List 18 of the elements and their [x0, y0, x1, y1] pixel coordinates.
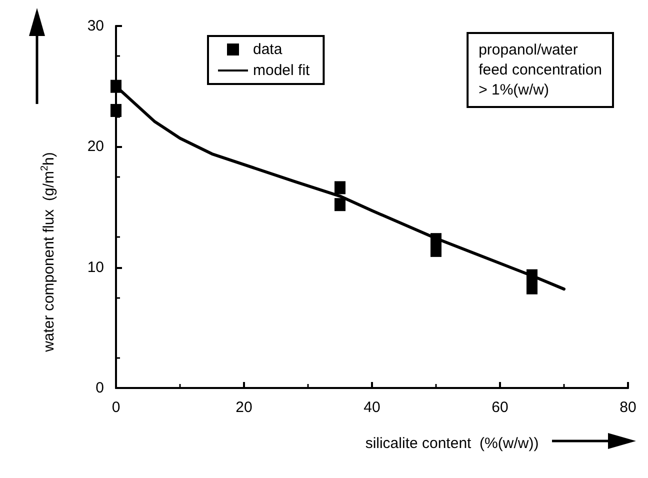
y-tick-label: 20 — [87, 138, 104, 156]
point — [526, 281, 538, 294]
x-tick-label: 0 — [112, 399, 120, 416]
y-tick-label: 0 — [96, 380, 104, 396]
x-axis-title: silicalite content (%(w/w)) — [365, 435, 539, 452]
annotation: propanol/water feed concentration > 1%(w/w) — [478, 42, 602, 98]
y-tick-label: 10 — [87, 258, 104, 276]
x-tick-label: 40 — [364, 399, 380, 416]
point — [334, 198, 346, 212]
legend-label: model fit — [253, 62, 311, 79]
x-tick-label: 80 — [620, 399, 636, 416]
point — [110, 104, 122, 117]
y-axis-title: water component flux (g/m2h) — [40, 152, 58, 353]
x-tick-label: 60 — [492, 399, 508, 416]
legend-label: data — [253, 41, 283, 58]
x-tick-label: 20 — [236, 399, 252, 416]
y-tick-label: 30 — [87, 18, 104, 34]
point — [334, 181, 346, 194]
